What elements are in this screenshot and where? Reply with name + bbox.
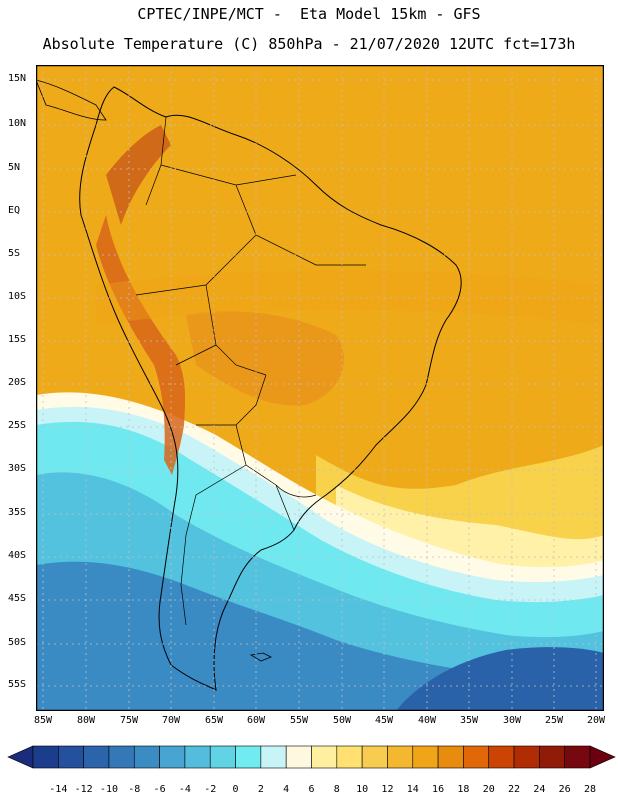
colorbar-label: 22 [508, 784, 521, 795]
lat-label: 35S [8, 507, 27, 518]
colorbar-cell [336, 745, 363, 769]
lon-label: 35W [459, 715, 479, 726]
colorbar-cell [260, 745, 287, 769]
lon-label: 50W [332, 715, 352, 726]
colorbar-cell [108, 745, 135, 769]
colorbar-cell [361, 745, 388, 769]
lon-label: 45W [374, 715, 394, 726]
rio-de-la-plata [275, 484, 317, 498]
colorbar-label: -10 [99, 784, 118, 795]
lat-label: 5S [8, 248, 21, 259]
lon-label: 75W [119, 715, 139, 726]
andes-warm-streak [96, 215, 186, 475]
colorbar-label: -14 [49, 784, 68, 795]
colorbar-cell [159, 745, 186, 769]
lat-label: 30S [8, 463, 27, 474]
colorbar-cell [437, 745, 464, 769]
colorbar-high-arrow [589, 745, 616, 769]
colorbar-cell [412, 745, 439, 769]
colorbar-cell [539, 745, 565, 769]
colorbar-label: 18 [457, 784, 470, 795]
lon-label: 60W [246, 715, 266, 726]
colorbar-label: 6 [308, 784, 315, 795]
colorbar-cell [463, 745, 490, 769]
colorbar-label: 4 [283, 784, 290, 795]
colorbar-cell [184, 745, 211, 769]
lat-label: 50S [8, 637, 27, 648]
colorbar-label: -12 [74, 784, 93, 795]
map-title-line-2: Absolute Temperature (C) 850hPa - 21/07/… [42, 35, 576, 53]
central-america-coastline [36, 79, 107, 121]
amazon-band [96, 270, 604, 325]
colorbar-label: -2 [204, 784, 217, 795]
graticule [36, 65, 604, 711]
colorbar-cell [387, 745, 414, 769]
lon-label: 80W [76, 715, 96, 726]
colorbar-cell [83, 745, 110, 769]
lon-label: 25W [544, 715, 564, 726]
colorbar-cell [285, 745, 312, 769]
lat-label: EQ [8, 205, 21, 216]
lat-label: 10N [8, 118, 27, 129]
map-frame [36, 65, 604, 711]
lat-label: 15S [8, 334, 27, 345]
colorbar-label: -8 [128, 784, 141, 795]
colorbar-cell [564, 745, 591, 769]
colorbar-cell [235, 745, 262, 769]
colorbar-label: -4 [178, 784, 191, 795]
colorbar-cell [513, 745, 540, 769]
lat-label: 25S [8, 420, 27, 431]
colorbar-label: 0 [232, 784, 239, 795]
colorbar-label: -6 [153, 784, 166, 795]
colorbar-label: 28 [583, 784, 597, 795]
colorbar-cell [32, 745, 59, 769]
lat-label: 55S [8, 679, 27, 690]
lon-label: 20W [586, 715, 606, 726]
lat-label: 45S [8, 593, 27, 604]
colorbar-cell [488, 745, 515, 769]
colorbar-label: 12 [381, 784, 394, 795]
lon-label: 55W [289, 715, 309, 726]
map-title-line-1: CPTEC/INPE/MCT - Eta Model 15km - GFS [137, 5, 481, 23]
colombia-warm [106, 125, 171, 225]
colorbar-label: 20 [482, 784, 495, 795]
colorbar-label: 14 [406, 784, 419, 795]
lat-label: 15N [8, 73, 27, 84]
colorbar-label: 24 [533, 784, 546, 795]
south-america-coastline [79, 86, 462, 691]
colorbar [7, 745, 616, 769]
lon-label: 85W [33, 715, 53, 726]
colorbar-cell [311, 745, 338, 769]
lon-label: 70W [161, 715, 181, 726]
colorbar-cell [133, 745, 160, 769]
colorbar-cell [58, 745, 84, 769]
band-s8 [396, 647, 604, 711]
lat-label: 10S [8, 291, 27, 302]
falklands [249, 652, 272, 662]
country-borders [135, 116, 366, 626]
colorbar-label: 2 [257, 784, 264, 795]
colorbar-label: 10 [356, 784, 369, 795]
lon-label: 30W [502, 715, 522, 726]
colorbar-label: 8 [333, 784, 340, 795]
colorbar-low-arrow [7, 745, 34, 769]
lat-label: 20S [8, 377, 27, 388]
colorbar-label: 16 [432, 784, 445, 795]
lat-label: 5N [8, 162, 21, 173]
colorbar-label: 26 [558, 784, 571, 795]
lon-label: 65W [204, 715, 224, 726]
brazil-warm [186, 311, 345, 406]
colorbar-cell [209, 745, 236, 769]
lon-label: 40W [417, 715, 437, 726]
temperature-map [36, 65, 604, 711]
lat-label: 40S [8, 550, 27, 561]
